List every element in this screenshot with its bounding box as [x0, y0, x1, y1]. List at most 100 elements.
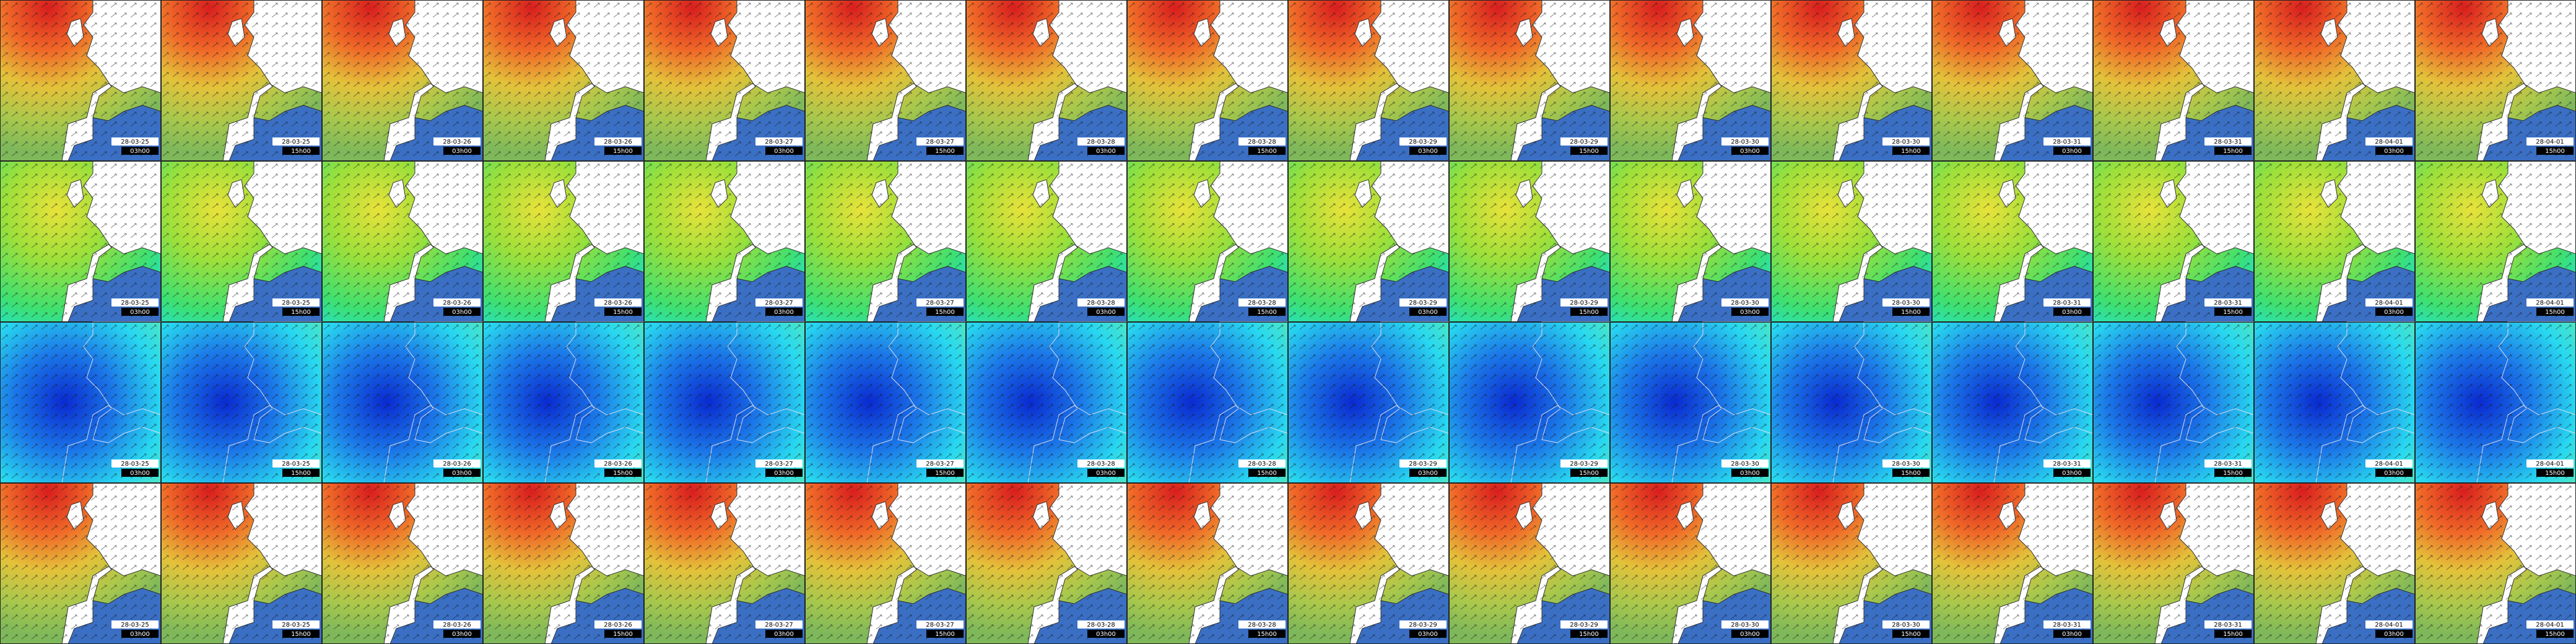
- wind-arrows: [2254, 483, 2415, 644]
- time-label: 03h00: [2384, 631, 2404, 638]
- map-frame: 28-03-27 15h00: [805, 482, 967, 644]
- wind-arrows: [0, 0, 161, 161]
- date-label: 28-03-25: [121, 300, 149, 307]
- time-label: 03h00: [2384, 148, 2404, 155]
- map-frame: 28-04-01 15h00: [2415, 482, 2576, 644]
- map-frame: 28-03-28 15h00: [1127, 160, 1289, 323]
- date-box: [594, 459, 642, 468]
- date-box: [2526, 298, 2574, 307]
- time-label: 03h00: [130, 148, 150, 155]
- date-box: [272, 137, 320, 146]
- frame-border: [1449, 0, 1610, 161]
- date-label: 28-03-27: [765, 622, 793, 629]
- time-box: [1892, 308, 1930, 316]
- wind-arrows: [644, 483, 805, 644]
- map-frame: 28-04-01 03h00: [2254, 0, 2416, 162]
- time-label: 15h00: [1901, 309, 1921, 316]
- date-label: 28-03-30: [1892, 139, 1920, 146]
- time-label: 03h00: [1740, 470, 1760, 477]
- date-box: [2043, 137, 2091, 146]
- date-box: [2204, 620, 2252, 629]
- wind-arrows: [322, 161, 483, 322]
- map-frame: 28-03-30 15h00: [1771, 0, 1933, 162]
- date-box: [2043, 298, 2091, 307]
- wind-arrows: [1932, 0, 2093, 161]
- date-box: [1882, 459, 1930, 468]
- date-label: 28-03-26: [604, 622, 632, 629]
- time-label: 03h00: [1740, 148, 1760, 155]
- time-box: [2214, 308, 2252, 316]
- map-frame: 28-03-31 15h00: [2093, 160, 2255, 323]
- time-label: 15h00: [291, 470, 311, 477]
- date-label: 28-03-28: [1248, 139, 1276, 146]
- wind-arrows: [1127, 0, 1288, 161]
- map-frame: 28-03-30 03h00: [1610, 321, 1772, 484]
- date-label: 28-03-31: [2053, 139, 2081, 146]
- date-label: 28-03-28: [1087, 461, 1115, 468]
- date-box: [272, 298, 320, 307]
- date-label: 28-03-28: [1087, 622, 1115, 629]
- wind-arrows: [1771, 483, 1932, 644]
- frame-border: [805, 161, 966, 322]
- time-box: [2214, 469, 2252, 477]
- time-label: 03h00: [452, 470, 472, 477]
- wind-arrows: [1610, 0, 1771, 161]
- wind-arrows: [161, 322, 322, 483]
- wind-arrows: [483, 0, 644, 161]
- date-box: [1882, 620, 1930, 629]
- frame-border: [1127, 0, 1288, 161]
- date-label: 28-03-31: [2214, 461, 2242, 468]
- date-label: 28-04-01: [2375, 461, 2403, 468]
- time-label: 15h00: [2545, 309, 2565, 316]
- time-box: [2375, 147, 2413, 155]
- time-label: 03h00: [1096, 631, 1116, 638]
- time-label: 15h00: [613, 309, 633, 316]
- wind-arrows: [2254, 0, 2415, 161]
- date-box: [1721, 298, 1769, 307]
- time-label: 03h00: [1740, 631, 1760, 638]
- wind-arrows: [2093, 322, 2254, 483]
- map-frame: 28-03-27 03h00: [644, 0, 806, 162]
- frame-border: [2093, 0, 2254, 161]
- wind-arrows: [1771, 322, 1932, 483]
- wind-arrows: [2415, 0, 2576, 161]
- time-label: 15h00: [935, 631, 955, 638]
- map-frame: 28-03-29 03h00: [1288, 160, 1450, 323]
- time-box: [765, 147, 803, 155]
- map-frame: 28-03-29 03h00: [1288, 0, 1450, 162]
- time-box: [443, 147, 481, 155]
- map-frame: 28-03-31 03h00: [1932, 0, 2094, 162]
- date-label: 28-03-27: [926, 461, 954, 468]
- date-label: 28-03-30: [1731, 300, 1759, 307]
- frame-border: [966, 161, 1127, 322]
- time-box: [1892, 469, 1930, 477]
- time-box: [2053, 469, 2091, 477]
- frame-border: [322, 322, 483, 483]
- map-frame: 28-03-26 15h00: [483, 321, 645, 484]
- date-label: 28-03-30: [1892, 300, 1920, 307]
- wind-arrows: [1449, 0, 1610, 161]
- wind-arrows: [805, 322, 966, 483]
- time-box: [2536, 469, 2574, 477]
- map-frame: 28-03-27 03h00: [644, 482, 806, 644]
- time-label: 15h00: [935, 309, 955, 316]
- date-box: [594, 137, 642, 146]
- wind-arrows: [483, 161, 644, 322]
- date-box: [111, 459, 159, 468]
- time-box: [1087, 147, 1125, 155]
- date-box: [2204, 137, 2252, 146]
- date-box: [433, 298, 481, 307]
- wind-arrows: [1610, 322, 1771, 483]
- time-box: [121, 308, 159, 316]
- time-box: [121, 630, 159, 638]
- time-label: 03h00: [2062, 470, 2082, 477]
- date-box: [1077, 298, 1125, 307]
- frame-border: [483, 0, 644, 161]
- map-frame: 28-03-27 15h00: [805, 160, 967, 323]
- time-box: [1409, 469, 1447, 477]
- wind-arrows: [2415, 322, 2576, 483]
- frame-border: [0, 161, 161, 322]
- time-box: [121, 469, 159, 477]
- time-label: 15h00: [1579, 309, 1599, 316]
